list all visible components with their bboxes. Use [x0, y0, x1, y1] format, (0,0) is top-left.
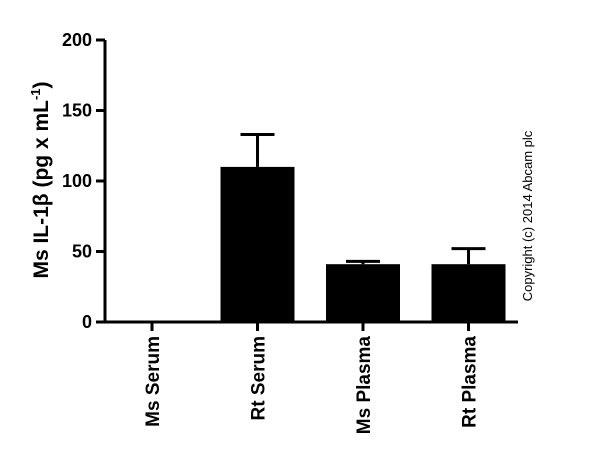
- y-axis-label-close: ): [30, 81, 53, 88]
- y-tick-label: 0: [82, 312, 92, 332]
- y-tick-label: 200: [62, 30, 92, 50]
- x-tick-label: Ms Serum: [143, 336, 164, 427]
- y-axis-label-exponent: -1: [28, 88, 43, 100]
- bar: [326, 264, 400, 322]
- y-tick-label: 100: [62, 171, 92, 191]
- y-axis-label-prefix: Ms IL-1: [30, 206, 53, 279]
- y-tick-label: 150: [62, 101, 92, 121]
- x-tick-label: Rt Serum: [249, 336, 270, 420]
- y-axis-label-units: (pg x mL: [30, 100, 53, 194]
- x-tick-label: Rt Plasma: [460, 336, 481, 428]
- bar: [220, 166, 295, 322]
- y-axis-label-beta: β: [30, 193, 53, 206]
- y-tick-label: 50: [72, 242, 92, 262]
- copyright-notice: Copyright (c) 2014 Abcam plc: [520, 130, 535, 301]
- x-tick-label: Ms Plasma: [354, 336, 375, 435]
- bar: [431, 264, 506, 322]
- bar: [115, 320, 189, 322]
- plot-area: 0 50 100 150 200 Ms Serum Rt Serum Ms Plasma Rt …: [62, 30, 518, 434]
- y-axis-label: Ms IL-1β (pg x mL-1): [28, 81, 53, 278]
